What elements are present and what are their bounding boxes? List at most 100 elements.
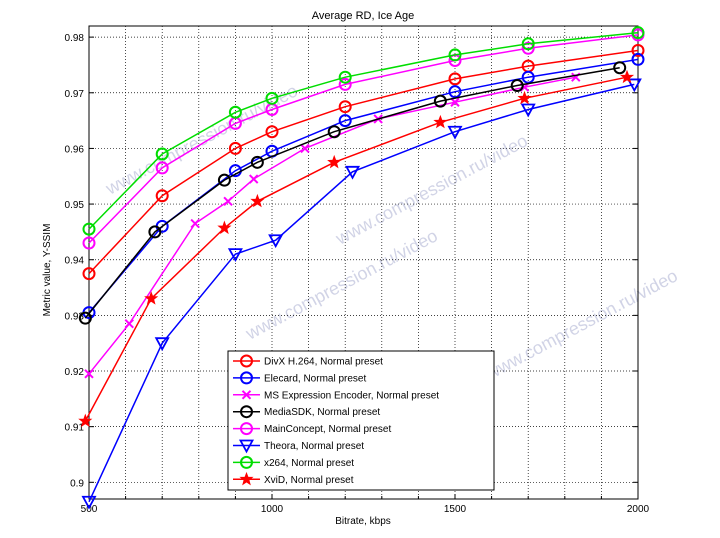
data-point bbox=[155, 161, 169, 175]
data-point bbox=[82, 267, 96, 281]
data-point bbox=[345, 165, 361, 180]
data-point bbox=[450, 97, 460, 107]
data-point bbox=[338, 70, 352, 84]
x-tick-label: 500 bbox=[81, 504, 98, 515]
legend-entry: x264, Normal preset bbox=[233, 455, 354, 469]
y-tick-label: 0.94 bbox=[65, 256, 85, 267]
y-tick-label: 0.91 bbox=[65, 423, 85, 434]
legend-label: Theora, Normal preset bbox=[264, 441, 364, 452]
data-point bbox=[144, 291, 159, 305]
ticks: 500 1000 1500 2000 0.9 0.91 0.92 0.93 0.94 0.95 0.… bbox=[65, 33, 650, 515]
legend-label: Elecard, Normal preset bbox=[264, 373, 366, 384]
data-point bbox=[338, 114, 352, 128]
series-line bbox=[88, 34, 639, 244]
data-point bbox=[228, 105, 242, 119]
data-point bbox=[248, 174, 259, 184]
data-point bbox=[265, 91, 279, 105]
legend-marker bbox=[240, 405, 253, 419]
legend-marker bbox=[240, 455, 253, 469]
y-tick-label: 0.96 bbox=[65, 144, 85, 155]
legend-label: DivX H.264, Normal preset bbox=[264, 357, 383, 368]
data-point bbox=[520, 103, 536, 118]
x-tick-label: 2000 bbox=[627, 504, 650, 515]
x-tick-label: 1000 bbox=[261, 504, 284, 515]
data-point bbox=[223, 196, 233, 206]
legend-label: x264, Normal preset bbox=[264, 458, 354, 469]
data-point bbox=[517, 90, 532, 105]
data-point bbox=[250, 155, 264, 169]
data-point bbox=[82, 236, 96, 250]
data-point bbox=[433, 114, 448, 129]
data-point bbox=[521, 37, 535, 51]
series-line bbox=[84, 76, 628, 422]
data-point bbox=[327, 154, 342, 169]
legend-entry: XviD, Normal preset bbox=[233, 471, 354, 486]
data-point bbox=[265, 125, 279, 139]
data-point bbox=[448, 48, 462, 62]
data-point bbox=[154, 337, 170, 352]
y-tick-label: 0.93 bbox=[65, 311, 85, 322]
data-point bbox=[217, 220, 232, 235]
data-point bbox=[155, 147, 169, 161]
data-point bbox=[619, 69, 635, 84]
data-point bbox=[448, 85, 462, 99]
series-3 bbox=[78, 61, 627, 325]
data-point bbox=[300, 143, 310, 154]
legend-entry: Theora, Normal preset bbox=[233, 439, 364, 454]
data-point bbox=[447, 125, 463, 140]
data-point bbox=[338, 100, 352, 114]
legend-label: MainConcept, Normal preset bbox=[264, 424, 391, 435]
legend-marker bbox=[241, 390, 252, 400]
series-5 bbox=[81, 78, 642, 510]
data-point bbox=[631, 43, 645, 57]
data-point bbox=[433, 94, 447, 108]
x-tick-label: 1500 bbox=[444, 504, 467, 515]
series-group bbox=[78, 26, 645, 510]
data-point bbox=[626, 78, 642, 93]
data-point bbox=[327, 125, 341, 139]
series-line bbox=[88, 76, 576, 375]
data-point bbox=[190, 218, 200, 229]
data-point bbox=[78, 413, 93, 428]
data-point bbox=[227, 248, 243, 263]
data-point bbox=[78, 311, 92, 325]
legend-label: MS Expression Encoder, Normal preset bbox=[264, 390, 439, 401]
series-line bbox=[84, 66, 620, 319]
data-point bbox=[521, 41, 535, 55]
y-tick-label: 0.95 bbox=[65, 200, 85, 211]
legend-marker bbox=[240, 354, 253, 368]
legend-entry: DivX H.264, Normal preset bbox=[233, 354, 383, 368]
y-tick-label: 0.9 bbox=[70, 478, 84, 489]
legend-box bbox=[227, 350, 495, 491]
y-tick-label: 0.97 bbox=[65, 89, 85, 100]
data-point bbox=[631, 26, 645, 40]
y-tick-label: 0.98 bbox=[65, 33, 85, 44]
legend-marker bbox=[240, 371, 253, 385]
legend-entry: MediaSDK, Normal preset bbox=[233, 405, 380, 419]
data-point bbox=[148, 225, 162, 239]
series-4 bbox=[82, 28, 645, 250]
legend: DivX H.264, Normal preset Elecard, Normal… bbox=[227, 350, 495, 491]
legend-label: XviD, Normal preset bbox=[264, 475, 354, 486]
data-point bbox=[631, 52, 645, 66]
series-6 bbox=[82, 26, 645, 236]
y-tick-label: 0.92 bbox=[65, 367, 85, 378]
legend-entry: MS Expression Encoder, Normal preset bbox=[233, 390, 439, 401]
data-point bbox=[155, 189, 169, 203]
data-point bbox=[124, 319, 134, 329]
x-axis-label: Bitrate, kbps bbox=[335, 516, 391, 527]
chart-title: Average RD, Ice Age bbox=[312, 10, 415, 22]
legend-entry: Elecard, Normal preset bbox=[233, 371, 366, 385]
data-point bbox=[268, 234, 284, 249]
data-point bbox=[338, 77, 352, 91]
data-point bbox=[228, 141, 242, 155]
series-line bbox=[88, 31, 639, 230]
data-point bbox=[81, 495, 97, 510]
legend-marker bbox=[240, 422, 253, 436]
data-point bbox=[521, 70, 535, 84]
legend-marker bbox=[239, 471, 254, 486]
series-line bbox=[88, 49, 639, 275]
y-axis-label: Metric value, Y-SSIM bbox=[42, 224, 53, 317]
legend-label: MediaSDK, Normal preset bbox=[264, 407, 380, 418]
